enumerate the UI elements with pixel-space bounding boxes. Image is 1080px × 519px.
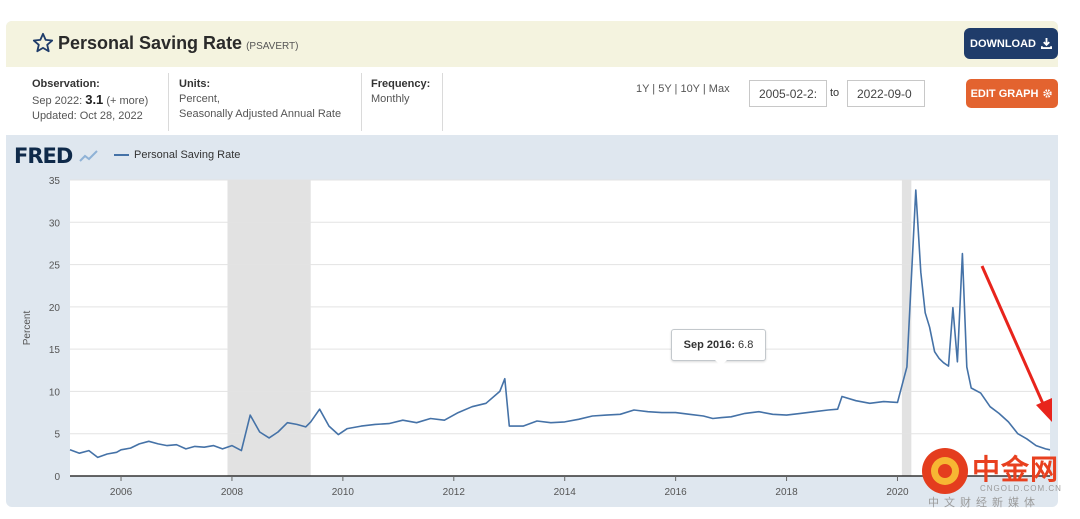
range-selector[interactable]: 1Y | 5Y | 10Y | Max — [636, 83, 730, 95]
watermark: 中金网 CNGOLD.COM.CN 中文财经新媒体 — [922, 446, 1072, 514]
page-title: Personal Saving Rate (PSAVERT) — [58, 33, 299, 54]
tooltip-value: 6.8 — [738, 339, 754, 351]
y-tick-label: 20 — [49, 303, 61, 314]
series-code: (PSAVERT) — [246, 41, 299, 52]
observation-line: Sep 2022: 3.1 (+ more) — [32, 92, 148, 109]
divider — [168, 73, 169, 131]
y-tick-label: 10 — [49, 387, 61, 398]
end-date-input[interactable] — [847, 80, 925, 107]
chart-card: Personal Saving Rate (PSAVERT) DOWNLOAD O… — [6, 21, 1058, 507]
tooltip-pointer — [715, 360, 727, 366]
red-arrow-annotation — [980, 265, 1052, 422]
y-tick-label: 25 — [49, 261, 61, 272]
legend-swatch — [114, 154, 129, 156]
line-chart: 0 5 10 15 20 25 30 35 2006 2008 2010 2012 2014 2016 20… — [22, 176, 1051, 498]
observation-value: 3.1 — [85, 92, 104, 107]
watermark-brand: 中金网 — [972, 453, 1060, 486]
tooltip-date: Sep 2016: — [683, 339, 736, 351]
units-line-2: Seasonally Adjusted Annual Rate — [179, 108, 342, 120]
edit-graph-button[interactable]: EDIT GRAPH — [966, 79, 1058, 108]
title-bar: Personal Saving Rate (PSAVERT) DOWNLOAD — [6, 21, 1058, 67]
y-axis-label: Percent — [22, 311, 33, 346]
start-date-input[interactable] — [749, 80, 827, 107]
x-tick-label: 2012 — [443, 487, 466, 498]
watermark-url: CNGOLD.COM.CN — [980, 484, 1062, 493]
x-tick-label: 2018 — [775, 487, 798, 498]
observation-period: Sep 2022: — [32, 95, 83, 107]
chart-legend: Personal Saving Rate — [114, 149, 240, 161]
recession-shading — [227, 180, 311, 476]
gear-icon — [1043, 89, 1053, 98]
frequency-label: Frequency: — [371, 78, 431, 90]
watermark-logo-icon — [922, 448, 968, 494]
y-tick-label: 0 — [54, 472, 60, 483]
x-tick-label: 2006 — [110, 487, 133, 498]
series-line — [69, 189, 1051, 459]
star-icon[interactable] — [32, 32, 54, 54]
y-tick-label: 35 — [49, 176, 61, 187]
fred-logo: FRED — [14, 144, 99, 168]
y-tick-label: 5 — [54, 430, 60, 441]
chart-tooltip: Sep 2016: 6.8 — [671, 329, 766, 361]
x-tick-label: 2010 — [332, 487, 355, 498]
chart-logo-icon — [78, 150, 98, 162]
divider — [442, 73, 443, 131]
frequency-info: Frequency: Monthly — [371, 77, 430, 107]
y-tick-label: 15 — [49, 345, 61, 356]
x-tick-label: 2020 — [886, 487, 909, 498]
legend-series-name: Personal Saving Rate — [134, 149, 241, 161]
frequency-value: Monthly — [371, 93, 410, 105]
observation-label: Observation: — [32, 78, 100, 90]
edit-graph-label: EDIT GRAPH — [970, 87, 1039, 100]
units-info: Units: Percent, Seasonally Adjusted Annu… — [179, 77, 341, 122]
units-line-1: Percent, — [179, 93, 220, 105]
download-button[interactable]: DOWNLOAD — [964, 28, 1058, 59]
observation-more-link[interactable]: (+ more) — [106, 95, 149, 107]
to-label: to — [830, 87, 840, 99]
units-label: Units: — [179, 78, 211, 90]
x-tick-label: 2008 — [221, 487, 244, 498]
recession-shading — [901, 180, 912, 476]
updated-date: Updated: Oct 28, 2022 — [32, 110, 143, 122]
y-tick-label: 30 — [49, 218, 61, 229]
observation-info: Observation: Sep 2022: 3.1 (+ more) Upda… — [32, 77, 148, 124]
x-tick-label: 2016 — [665, 487, 688, 498]
download-label: DOWNLOAD — [970, 37, 1036, 50]
divider — [361, 73, 362, 131]
title-label: Personal Saving Rate — [58, 33, 243, 53]
download-icon — [1041, 38, 1052, 49]
fred-logo-text: FRED — [14, 144, 73, 168]
watermark-subtitle: 中文财经新媒体 — [928, 496, 1040, 509]
x-tick-label: 2014 — [554, 487, 577, 498]
info-bar: Observation: Sep 2022: 3.1 (+ more) Upda… — [6, 67, 1058, 135]
